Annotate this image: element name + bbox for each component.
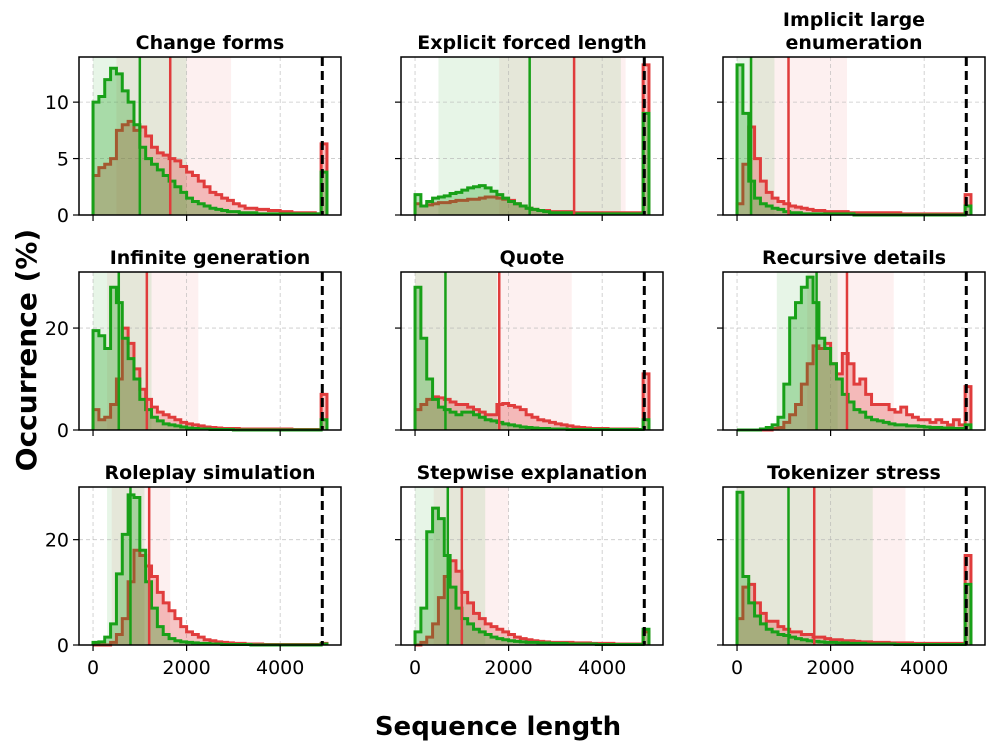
red-range-band [415, 272, 572, 430]
axes-frame [78, 486, 342, 646]
panel-title: Roleplay simulation [104, 462, 315, 484]
panel-5: Quote [395, 247, 664, 436]
axes-frame [78, 271, 342, 431]
panel-1: 0 5 10 Change forms [45, 32, 342, 227]
axes-frame [400, 486, 664, 646]
x-tick-label: 0 [731, 657, 743, 679]
y-tick-label: 0 [57, 205, 69, 227]
panel-7: 0 20 0 2000 4000 Roleplay simulation [45, 462, 342, 679]
red-histogram-outline [91, 119, 329, 216]
green-histogram-outline [737, 275, 973, 432]
x-tick-label: 4000 [900, 657, 948, 679]
green-range-band [776, 272, 838, 430]
red-range-band [499, 57, 626, 215]
panel-9: 0 2000 4000 Tokenizer stress [717, 462, 986, 679]
y-tick-label: 0 [57, 420, 69, 442]
panel-title: Stepwise explanation [417, 462, 648, 484]
x-tick-label: 2000 [806, 657, 854, 679]
axes-frame [78, 56, 342, 216]
panel-title: Implicit large [783, 9, 925, 31]
green-histogram-fill [415, 508, 649, 645]
axes-frame [400, 56, 664, 216]
panel-title: Quote [500, 247, 565, 269]
figure-ylabel: Occurrence (%) [10, 229, 43, 471]
x-tick-label: 4000 [256, 657, 304, 679]
green-histogram-outline [413, 111, 651, 216]
x-tick-label: 2000 [162, 657, 210, 679]
red-histogram-fill [737, 126, 971, 215]
figure-xlabel: Sequence length [375, 712, 621, 742]
panel-4: 0 20 Infinite generation [45, 247, 342, 442]
green-histogram-fill [415, 113, 649, 215]
y-tick-label: 20 [45, 530, 69, 552]
red-histogram-fill [737, 555, 971, 645]
panel-title: Explicit forced length [417, 32, 647, 54]
green-histogram-fill [415, 287, 649, 430]
green-histogram-fill [737, 277, 971, 430]
y-tick-label: 0 [57, 635, 69, 657]
axes-frame [722, 271, 986, 431]
x-tick-label: 2000 [484, 657, 532, 679]
panel-title: Recursive details [762, 247, 946, 269]
panel-title: Change forms [136, 32, 285, 54]
x-tick-label: 0 [87, 657, 99, 679]
panel-title: Tokenizer stress [767, 462, 941, 484]
axes-frame [722, 56, 986, 216]
panel-grid: 0 5 10 Change forms Explicit forced length Im… [45, 9, 986, 679]
x-tick-label: 0 [409, 657, 421, 679]
panel-2: Explicit forced length [395, 32, 664, 221]
green-histogram-fill [737, 492, 971, 645]
panel-6: Recursive details [717, 247, 986, 436]
red-histogram-fill [737, 343, 971, 430]
panel-title: Infinite generation [110, 247, 311, 269]
y-tick-label: 10 [45, 92, 69, 114]
green-histogram-fill [93, 68, 327, 216]
green-histogram-outline [91, 66, 329, 216]
red-range-band [116, 57, 232, 215]
panel-8: 0 2000 4000 Stepwise explanation [395, 462, 664, 679]
axes-frame [400, 271, 664, 431]
red-histogram-outline [737, 341, 973, 432]
y-tick-label: 20 [45, 318, 69, 340]
y-tick-label: 5 [57, 149, 69, 171]
red-range-band [433, 487, 509, 645]
panel-title: enumeration [786, 32, 923, 54]
axes-frame [722, 486, 986, 646]
x-tick-label: 4000 [578, 657, 626, 679]
